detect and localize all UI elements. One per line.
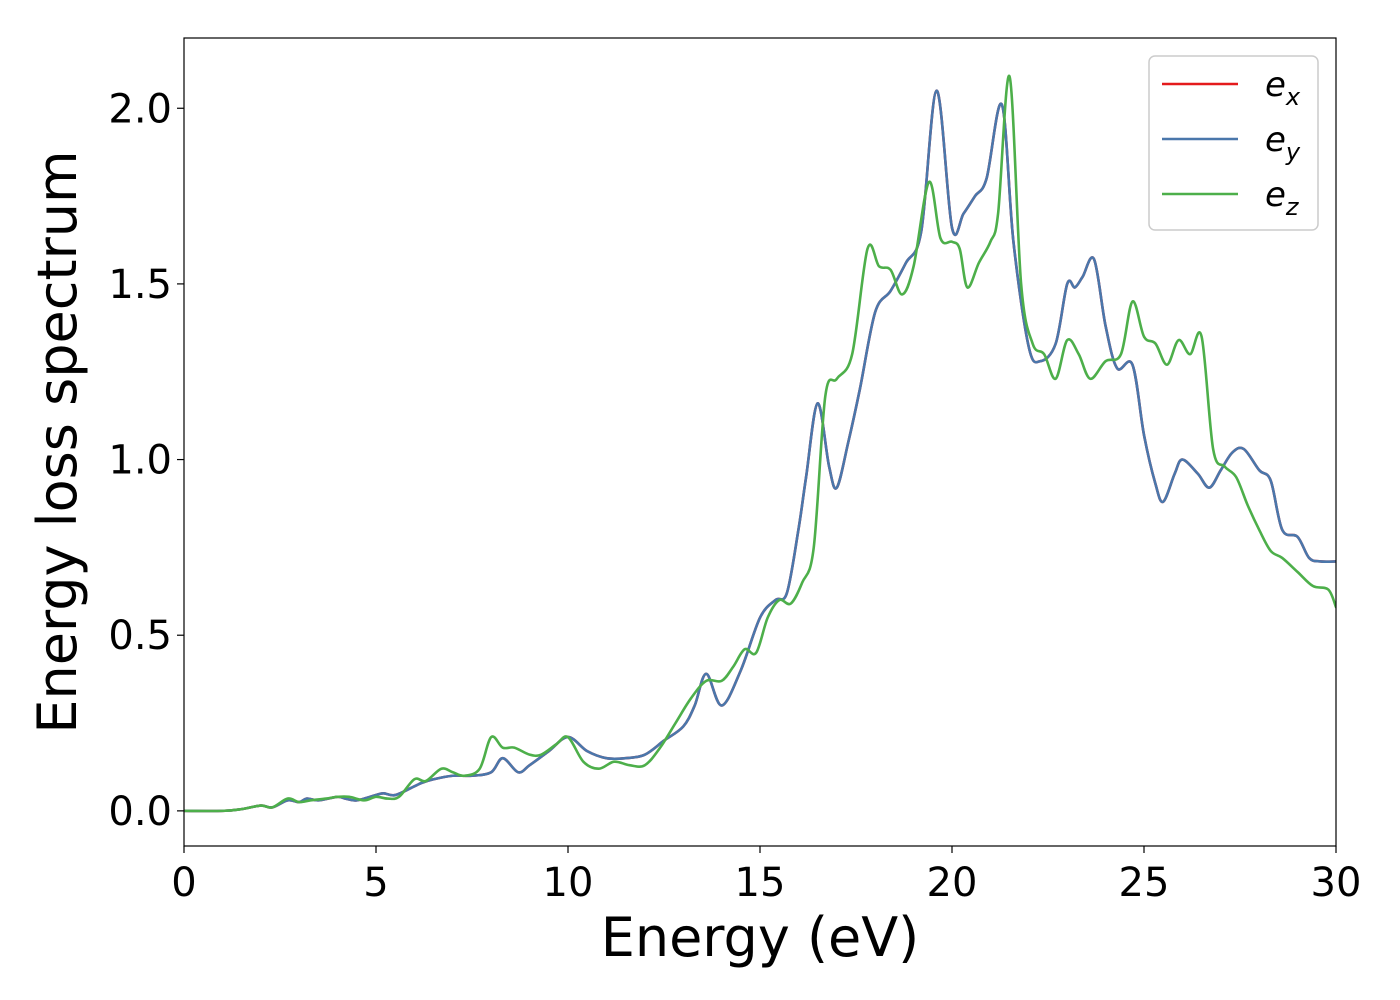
x-tick-label: 5 (363, 860, 388, 906)
y-tick-label: 2.0 (108, 86, 172, 132)
y-tick-label: 1.0 (108, 438, 172, 484)
y-tick-label: 0.0 (108, 789, 172, 835)
x-tick-label: 25 (1119, 860, 1170, 906)
x-axis-ticks: 0 5 10 15 20 25 30 (171, 846, 1361, 906)
y-tick-label: 1.5 (108, 262, 172, 308)
x-tick-label: 30 (1311, 860, 1362, 906)
legend: ex ey ez (1148, 55, 1319, 231)
series-line-e_z (184, 74, 1336, 813)
legend-label-e_y: ey (1265, 120, 1301, 166)
legend-label-e_x: ex (1265, 65, 1301, 111)
series-layer (184, 74, 1336, 813)
x-tick-label: 10 (543, 860, 594, 906)
x-tick-label: 20 (927, 860, 978, 906)
x-tick-label: 15 (735, 860, 786, 906)
y-tick-label: 0.5 (108, 613, 172, 659)
x-axis-label: Energy (eV) (601, 906, 920, 969)
legend-entries: ex ey ez (1162, 65, 1301, 221)
y-axis-label: Energy loss spectrum (26, 150, 89, 733)
series-line-e_y (184, 89, 1336, 813)
legend-box (1148, 55, 1319, 231)
legend-label-e_z: ez (1265, 175, 1300, 221)
y-axis-ticks: 0.0 0.5 1.0 1.5 2.0 (108, 86, 184, 835)
x-tick-label: 0 (171, 860, 196, 906)
